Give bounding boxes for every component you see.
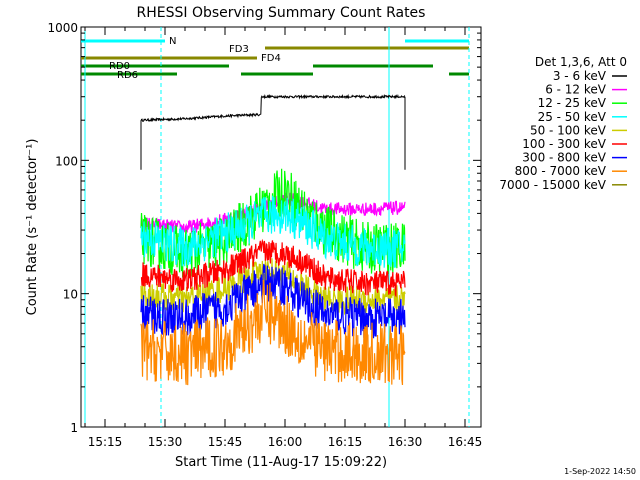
y-tick-label: 100 bbox=[55, 154, 78, 168]
flag-label: RD0 bbox=[109, 61, 130, 72]
y-axis-label: Count Rate (s⁻¹ detector⁻¹) bbox=[25, 139, 40, 316]
x-tick-label: 15:45 bbox=[208, 435, 243, 449]
x-tick-label: 16:00 bbox=[268, 435, 303, 449]
legend-label: 50 - 100 keV bbox=[530, 123, 607, 137]
x-tick-label: 15:15 bbox=[88, 435, 123, 449]
series-line bbox=[140, 279, 406, 386]
axes-layer: 15:15 15:30 15:45 16:00 16:15 16:30 16:45 1 10 10… bbox=[47, 21, 482, 449]
series-line bbox=[140, 195, 406, 268]
legend-label: 300 - 800 keV bbox=[522, 151, 606, 165]
flag-label: RD6 bbox=[117, 70, 138, 81]
y-tick-label: 1 bbox=[70, 421, 78, 435]
x-tick-label: 16:30 bbox=[388, 435, 423, 449]
footer-date: 1-Sep-2022 14:50 bbox=[564, 467, 636, 476]
series-line bbox=[140, 258, 406, 316]
x-tick-label: 15:30 bbox=[148, 435, 183, 449]
legend-label: 3 - 6 keV bbox=[553, 69, 607, 83]
series-layer bbox=[140, 93, 406, 386]
legend-label: 800 - 7000 keV bbox=[515, 164, 607, 178]
flag-label: N bbox=[169, 36, 176, 47]
legend-title: Det 1,3,6, Att 0 bbox=[535, 55, 627, 69]
flag-label: FD4 bbox=[261, 53, 281, 64]
y-tick-label: 1000 bbox=[47, 21, 78, 35]
flag-label: FD3 bbox=[229, 44, 249, 55]
legend-label: 7000 - 15000 keV bbox=[499, 178, 606, 192]
legend-label: 100 - 300 keV bbox=[522, 137, 606, 151]
legend-label: 6 - 12 keV bbox=[545, 83, 607, 97]
series-line bbox=[140, 93, 406, 123]
x-tick-label: 16:45 bbox=[448, 435, 483, 449]
chart-title: RHESSI Observing Summary Count Rates bbox=[137, 5, 426, 21]
x-axis-label: Start Time (11-Aug-17 15:09:22) bbox=[175, 455, 387, 470]
x-tick-label: 16:15 bbox=[328, 435, 363, 449]
y-tick-label: 10 bbox=[63, 288, 78, 302]
plot-frame bbox=[80, 26, 482, 428]
legend-label: 12 - 25 keV bbox=[538, 96, 607, 110]
legend-label: 25 - 50 keV bbox=[538, 110, 607, 124]
series-line bbox=[140, 238, 406, 298]
